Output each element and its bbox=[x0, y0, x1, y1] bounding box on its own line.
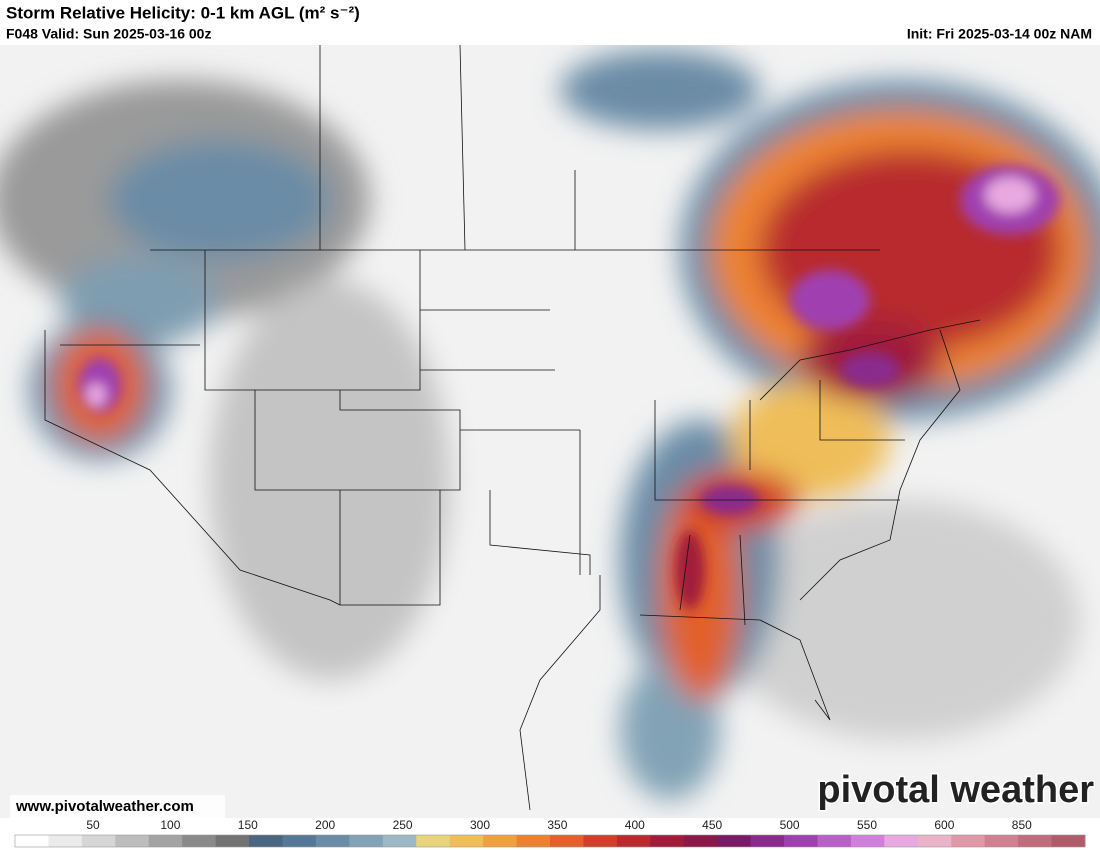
colorbar-swatch bbox=[1018, 835, 1053, 847]
colorbar-swatch bbox=[683, 835, 718, 847]
colorbar-swatch bbox=[249, 835, 283, 847]
colorbar-label: 450 bbox=[702, 818, 722, 832]
website: www.pivotalweather.com bbox=[15, 798, 194, 815]
colorbar-swatch bbox=[817, 835, 852, 847]
colorbar-swatch bbox=[850, 835, 885, 847]
colorbar-swatch bbox=[315, 835, 350, 847]
colorbar-swatch bbox=[516, 835, 551, 847]
colorbar-label: 150 bbox=[238, 818, 258, 832]
map: www.pivotalweather.com pivotal weather bbox=[0, 45, 1100, 818]
colorbar-label: 550 bbox=[857, 818, 877, 832]
colorbar-swatch bbox=[382, 835, 417, 847]
colorbar-swatch bbox=[951, 835, 986, 847]
colorbar-swatch bbox=[416, 835, 451, 847]
colorbar-swatch bbox=[784, 835, 818, 847]
colorbar-label: 400 bbox=[625, 818, 645, 832]
colorbar-label: 850 bbox=[1012, 818, 1032, 832]
colorbar-label: 300 bbox=[470, 818, 490, 832]
title: Storm Relative Helicity: 0-1 km AGL (m² … bbox=[6, 3, 360, 22]
colorbar-swatch bbox=[483, 835, 518, 847]
colorbar-label: 500 bbox=[780, 818, 800, 832]
logo: pivotal weather bbox=[817, 769, 1094, 811]
colorbar-label: 250 bbox=[393, 818, 413, 832]
colorbar-label: 600 bbox=[934, 818, 954, 832]
colorbar-swatch bbox=[717, 835, 752, 847]
colorbar: 50 100 150 200 250 300 350 400 450 500 550 600 850 bbox=[14, 818, 1086, 848]
colorbar-swatch bbox=[48, 835, 83, 847]
colorbar-swatch bbox=[917, 835, 952, 847]
colorbar-label: 200 bbox=[315, 818, 335, 832]
init-time: Init: Fri 2025-03-14 00z NAM bbox=[907, 26, 1092, 42]
colorbar-label: 50 bbox=[86, 818, 100, 832]
colorbar-swatch bbox=[1051, 835, 1086, 847]
colorbar-swatch bbox=[148, 835, 183, 847]
colorbar-swatch bbox=[583, 835, 618, 847]
colorbar-swatch bbox=[449, 835, 484, 847]
colorbar-swatch bbox=[750, 835, 785, 847]
colorbar-swatch bbox=[115, 835, 150, 847]
colorbar-swatch bbox=[616, 835, 651, 847]
valid-time: F048 Valid: Sun 2025-03-16 00z bbox=[6, 26, 211, 42]
colorbar-swatch bbox=[15, 835, 49, 847]
colorbar-swatch bbox=[282, 835, 317, 847]
colorbar-swatch bbox=[550, 835, 584, 847]
colorbar-swatch bbox=[984, 835, 1019, 847]
colorbar-swatch bbox=[182, 835, 217, 847]
colorbar-label: 100 bbox=[160, 818, 180, 832]
colorbar-border bbox=[14, 834, 1086, 848]
colorbar-swatch bbox=[650, 835, 685, 847]
colorbar-swatch bbox=[81, 835, 116, 847]
colorbar-swatch bbox=[884, 835, 919, 847]
colorbar-label: 350 bbox=[547, 818, 567, 832]
colorbar-swatch bbox=[349, 835, 384, 847]
colorbar-swatch bbox=[215, 835, 250, 847]
